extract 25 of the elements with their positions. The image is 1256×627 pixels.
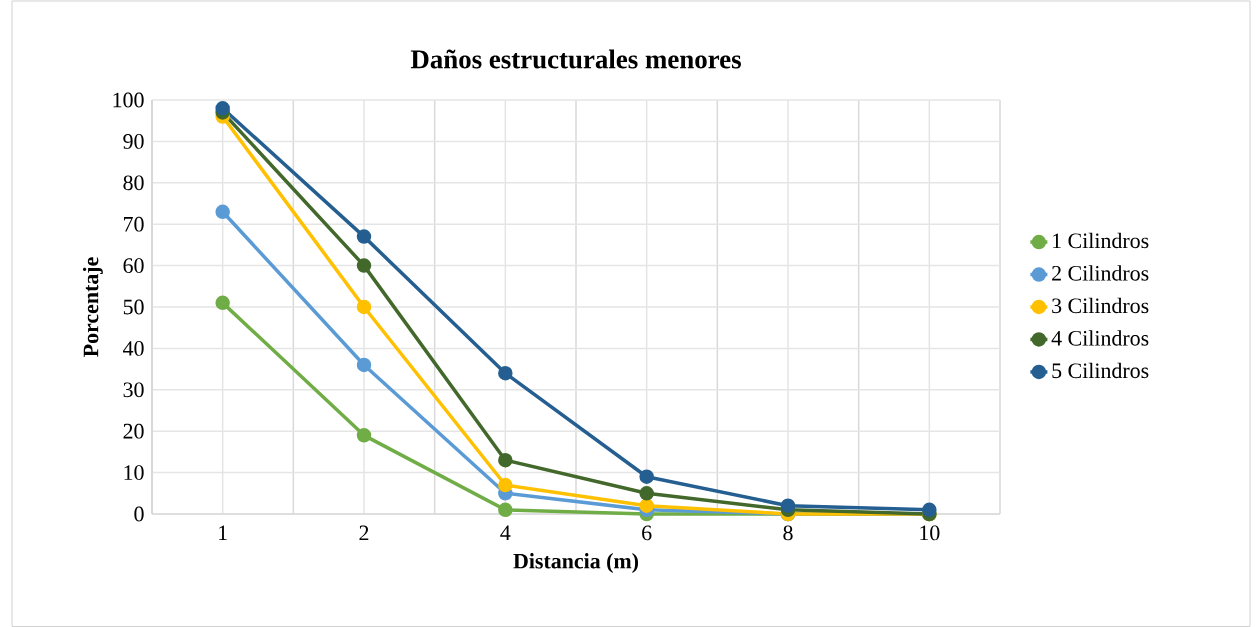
y-tick-label: 70 <box>124 216 144 232</box>
y-tick-label: 50 <box>123 299 144 315</box>
y-tick-label: 60 <box>123 258 144 273</box>
x-tick-label: 10 <box>920 525 940 541</box>
y-tick-label: 20 <box>123 423 144 439</box>
x-axis-title: Distancia (m) <box>513 553 639 573</box>
y-tick-label: 80 <box>123 175 144 191</box>
x-tick-label: 6 <box>642 525 652 541</box>
legend-label: 5 Cilindros <box>1052 362 1149 379</box>
legend-label: 2 Cilindros <box>1052 265 1149 281</box>
y-tick-label: 0 <box>134 506 144 522</box>
chart-title: Daños estructurales menores <box>410 49 741 69</box>
legend-label: 3 Cilindros <box>1052 297 1149 314</box>
y-tick-label: 10 <box>124 465 144 480</box>
x-tick-label: 8 <box>783 525 793 541</box>
legend-label: 1 Cilindros <box>1053 232 1149 249</box>
y-tick-label: 90 <box>123 134 144 149</box>
x-tick-label: 2 <box>359 525 369 541</box>
y-tick-label: 100 <box>113 92 144 108</box>
y-tick-label: 40 <box>123 341 144 356</box>
y-axis-title: Porcentaje <box>82 257 103 357</box>
y-tick-label: 30 <box>123 382 144 398</box>
x-tick-label: 4 <box>500 525 511 540</box>
legend-label: 4 Cilindros <box>1051 330 1149 346</box>
x-tick-label: 1 <box>219 525 227 540</box>
